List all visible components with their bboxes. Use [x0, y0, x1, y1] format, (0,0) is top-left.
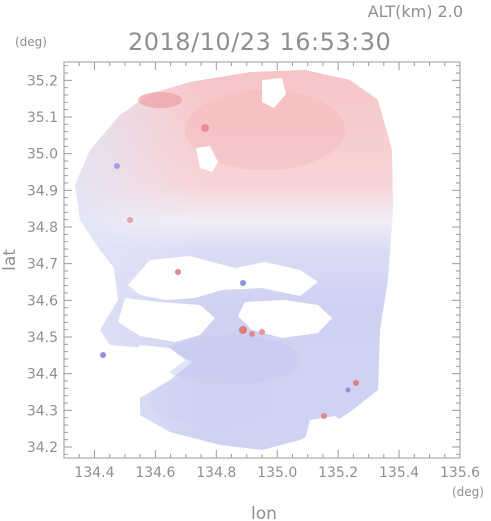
axes-frame: [63, 61, 461, 459]
x-tick-label: 135.2: [318, 465, 358, 481]
x-tick-labels: 134.4 134.6 134.8 135.0 135.2 135.4 135.6: [74, 465, 480, 481]
y-tick-label: 35.2: [27, 73, 58, 89]
gap-southeast: [305, 416, 356, 448]
y-tick-label: 34.7: [27, 257, 58, 273]
velocity-field: [75, 70, 393, 450]
altitude-label: ALT(km) 2.0: [368, 2, 463, 21]
gap-southwest: [120, 345, 185, 394]
y-tick-label: 35.1: [27, 110, 58, 126]
x-tick-label: 134.6: [135, 465, 175, 481]
gap-middle: [128, 256, 318, 300]
x-tick-label: 134.4: [74, 465, 114, 481]
x-tick-label: 135.0: [257, 465, 297, 481]
y-tick-label: 35.0: [27, 147, 58, 163]
gap-center-top: [196, 146, 218, 172]
y-tick-label: 34.5: [27, 330, 58, 346]
x-axis-label: lon: [251, 504, 277, 521]
x-tick-label: 135.6: [440, 465, 480, 481]
gap-north: [262, 78, 286, 108]
lon-unit-label: (deg): [452, 485, 484, 499]
y-tick-label: 34.3: [27, 403, 58, 419]
y-axis-label: lat: [0, 249, 20, 271]
y-tick-labels: 34.2 34.3 34.4 34.5 34.6 34.7 34.8 34.9 35.0 35.1…: [27, 73, 58, 456]
datetime-title: 2018/10/23 16:53:30: [128, 28, 391, 56]
y-tick-label: 34.8: [27, 220, 58, 236]
x-tick-label: 135.4: [379, 465, 419, 481]
y-tick-label: 34.6: [27, 293, 58, 309]
gap-bay: [238, 300, 332, 338]
gap-lower: [118, 298, 215, 342]
y-tick-label: 34.9: [27, 183, 58, 199]
x-tick-label: 134.8: [196, 465, 236, 481]
y-tick-label: 34.4: [27, 367, 58, 383]
lat-unit-label: (deg): [15, 35, 47, 49]
y-tick-label: 34.2: [27, 440, 58, 456]
